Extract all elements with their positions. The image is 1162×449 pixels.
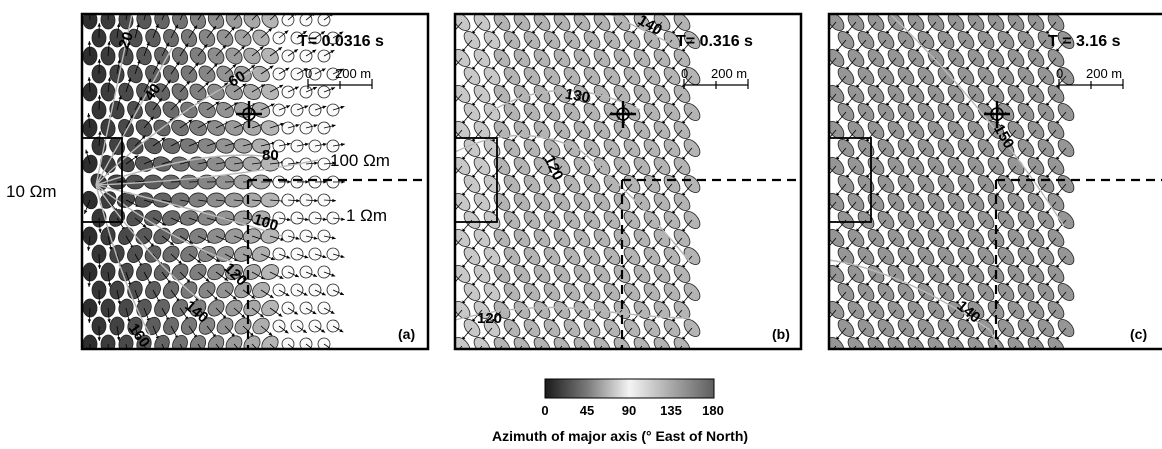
contour-label-a-40: 40 [141, 81, 164, 104]
colorbar-tick-180: 180 [702, 403, 724, 418]
panel-label-c: (c) [1130, 326, 1147, 342]
site-marker-a [236, 101, 262, 128]
panel-c: 0 200 m T = 3.16 s (c) 150 140 [827, 12, 1162, 351]
scale-length-a: 200 m [335, 66, 371, 81]
panel-b-frame [453, 12, 803, 351]
scale-zero-c: 0 [1056, 66, 1063, 81]
colorbar-title: Azimuth of major axis (° East of North) [492, 428, 748, 444]
panel-label-a: (a) [398, 326, 415, 342]
scale-length-b: 200 m [711, 66, 747, 81]
contour-label-b-120-low: 120 [477, 310, 502, 327]
contour-label-a-80: 80 [262, 147, 279, 164]
colorbar-tick-90: 90 [622, 403, 636, 418]
resistivity-label-1: 1 Ωm [346, 206, 387, 225]
panel-c-frame [827, 12, 1162, 351]
colorbar-tick-135: 135 [660, 403, 682, 418]
scale-length-c: 200 m [1086, 66, 1122, 81]
contour-label-a-60: 60 [226, 68, 249, 91]
scale-bar-c [1058, 79, 1124, 89]
period-label-c: T = 3.16 s [1048, 33, 1121, 50]
contour-label-b-130: 130 [564, 86, 592, 107]
panel-b: 0 200 m T= 0.316 s (b) 140 130 120 120 [453, 12, 803, 351]
panel-a-frame [80, 12, 430, 351]
period-label-b: T= 0.316 s [676, 33, 753, 50]
scale-zero-a: 0 [305, 66, 312, 81]
ellipse-field-a [82, 14, 346, 349]
scale-bar-b [683, 79, 749, 89]
site-marker-b [610, 101, 636, 128]
ellipse-field-b [455, 14, 701, 349]
period-label-a: T= 0.0316 s [298, 33, 384, 50]
colorbar-gradient [544, 378, 715, 399]
colorbar-tick-labels: 0 45 90 135 180 [541, 403, 723, 418]
contour-label-a-20: 20 [115, 30, 137, 51]
panel-a: 0 200 m T= 0.0316 s (a) 20 40 60 80 100 … [6, 12, 430, 351]
ellipse-field-c [829, 14, 1075, 349]
site-marker-c [984, 101, 1010, 128]
contour-label-a-100: 100 [251, 211, 280, 235]
resistivity-label-100: 100 Ωm [330, 151, 390, 170]
colorbar-tick-45: 45 [580, 403, 594, 418]
scale-bar-a [307, 79, 373, 89]
scale-zero-b: 0 [681, 66, 688, 81]
resistivity-label-10: 10 Ωm [6, 182, 57, 201]
colorbar-tick-0: 0 [541, 403, 548, 418]
contours-a [95, 13, 319, 336]
contours-c [828, 13, 1065, 350]
colorbar: 0 45 90 135 180 Azimuth of major axis (°… [492, 378, 748, 444]
panel-label-b: (b) [772, 326, 790, 342]
